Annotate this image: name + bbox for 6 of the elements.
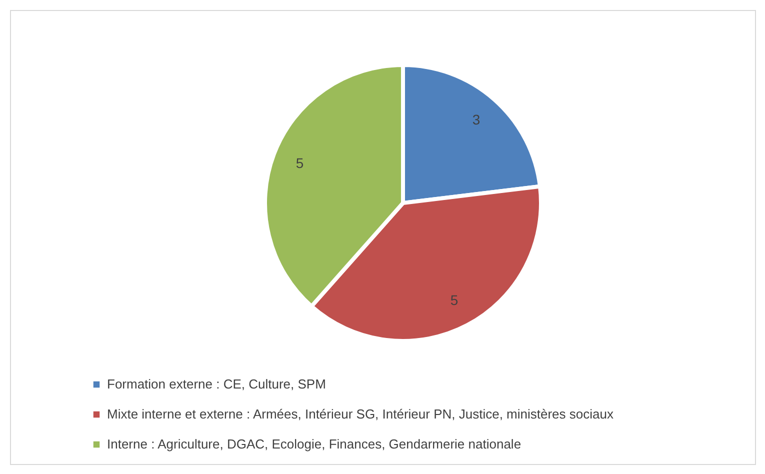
legend-label: Interne : Agriculture, DGAC, Ecologie, Finances, Gendarmerie nationale <box>107 436 522 452</box>
legend-label: Formation externe : CE, Culture, SPM <box>107 376 326 392</box>
data-label: 3 <box>472 111 480 128</box>
data-label: 5 <box>296 154 304 171</box>
data-label: 5 <box>450 292 458 308</box>
legend-label: Mixte interne et externe : Armées, Intérieur SG, Intérieur PN, Justice, ministères sociaux <box>107 406 614 422</box>
